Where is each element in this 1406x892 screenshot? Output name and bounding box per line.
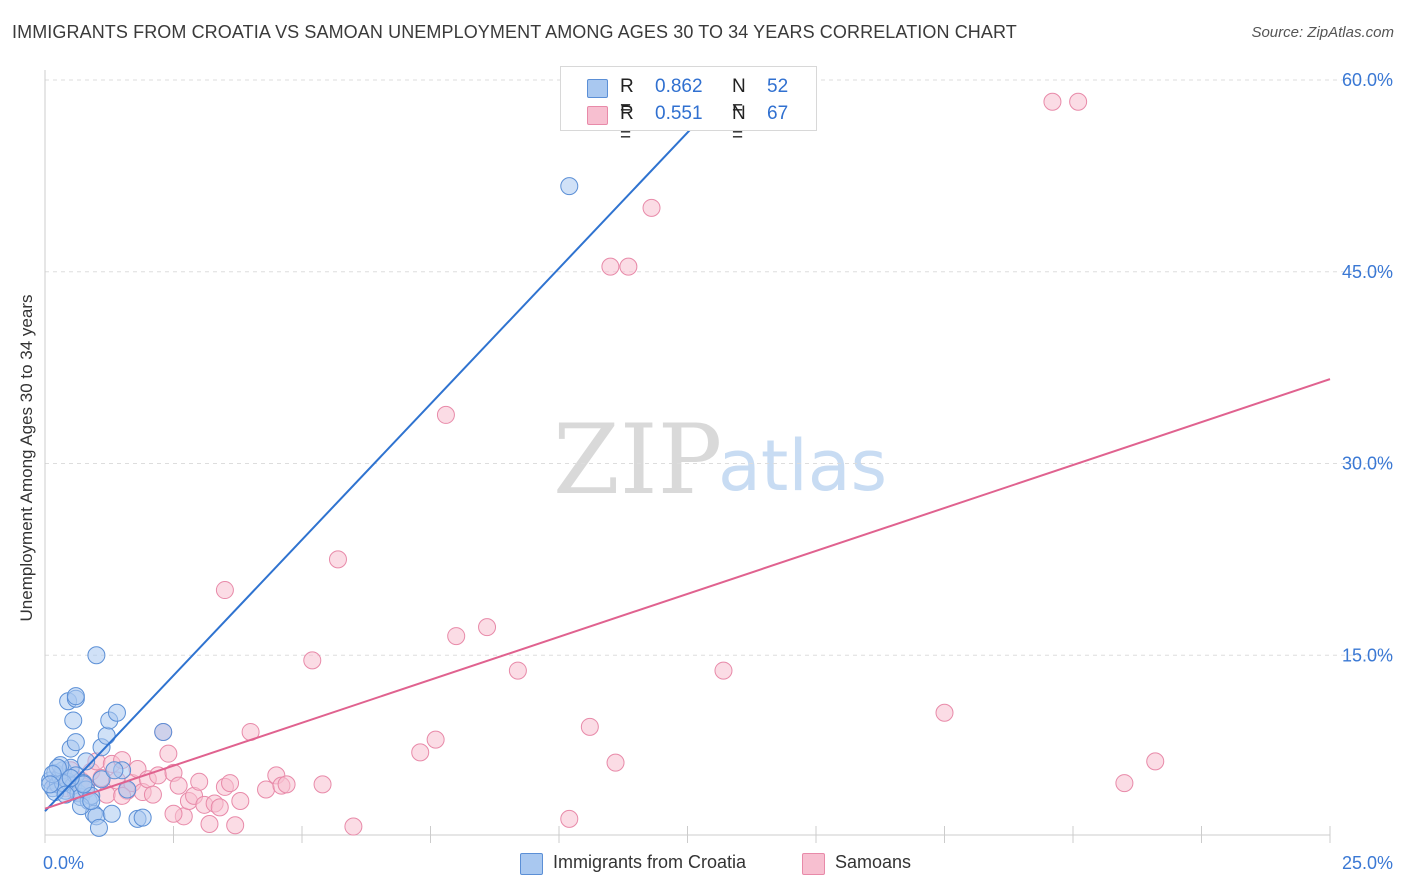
legend-r-value: 0.551 [655,103,703,124]
point-croatia [89,818,108,837]
point-samoans [200,814,219,833]
point-samoans [313,775,332,794]
point-croatia [87,646,106,665]
point-samoans [143,785,162,804]
point-samoans [1115,774,1134,793]
bottom-legend-swatch-samoans [802,853,825,875]
y-tick-label: 15.0% [1342,645,1393,665]
legend-swatch-croatia [587,79,608,98]
point-croatia [92,770,111,789]
point-samoans [580,717,599,736]
point-samoans [436,405,455,424]
point-samoans [210,798,229,817]
point-croatia [154,722,173,741]
point-croatia [560,177,579,196]
point-samoans [714,661,733,680]
point-croatia [105,761,124,780]
point-samoans [277,775,296,794]
point-samoans [1069,92,1088,111]
point-samoans [226,816,245,835]
legend-r-label: R = [620,76,634,119]
point-samoans [508,661,527,680]
point-samoans [328,550,347,569]
legend-n-value: 52 [767,76,789,97]
point-samoans [560,809,579,828]
point-samoans [447,627,466,646]
legend-r-value: 0.862 [655,76,703,97]
watermark-atlas: atlas [718,425,887,507]
bottom-legend-label-samoans: Samoans [835,852,912,872]
point-samoans [601,257,620,276]
trend-line-croatia [44,85,732,812]
source-label: Source: ZipAtlas.com [1251,24,1394,41]
point-samoans [159,744,178,763]
point-samoans [642,198,661,217]
legend-n-value: 67 [767,103,789,124]
y-tick-label: 45.0% [1342,262,1393,282]
point-croatia [61,768,80,787]
y-tick-label: 60.0% [1342,70,1393,90]
point-croatia [102,804,121,823]
point-samoans [1043,92,1062,111]
point-croatia [66,687,85,706]
x-tick-label: 0.0% [43,853,84,873]
point-samoans [164,804,183,823]
point-croatia [64,711,83,730]
point-samoans [426,730,445,749]
legend-swatch-samoans [587,106,608,125]
point-croatia [56,785,75,804]
point-croatia [133,808,152,827]
stats-legend: R = 0.862 N = 52 R = 0.551 N = 67 [560,66,817,146]
point-samoans [478,618,497,637]
point-samoans [169,776,188,795]
point-samoans [935,703,954,722]
point-croatia [66,733,85,752]
point-samoans [215,581,234,600]
point-samoans [411,743,430,762]
point-samoans [231,791,250,810]
point-samoans [257,780,276,799]
point-samoans [344,817,363,836]
point-croatia [107,703,126,722]
watermark-zip: ZIP [553,404,722,516]
legend-n-label: N = [732,103,746,146]
x-tick-label: 25.0% [1342,853,1393,873]
point-samoans [221,774,240,793]
point-croatia [97,726,116,745]
point-croatia [77,752,96,771]
point-samoans [190,772,209,791]
point-samoans [619,257,638,276]
point-samoans [1146,752,1165,771]
point-samoans [606,753,625,772]
point-croatia [41,775,60,794]
trend-line-samoans [44,378,1331,810]
y-tick-label: 30.0% [1342,454,1393,474]
bottom-legend-swatch-croatia [520,853,543,875]
point-samoans [303,651,322,670]
legend-r-label: R = [620,103,634,146]
chart-title: IMMIGRANTS FROM CROATIA VS SAMOAN UNEMPL… [12,22,1017,42]
legend-n-label: N = [732,76,746,119]
bottom-legend-label-croatia: Immigrants from Croatia [553,852,747,872]
